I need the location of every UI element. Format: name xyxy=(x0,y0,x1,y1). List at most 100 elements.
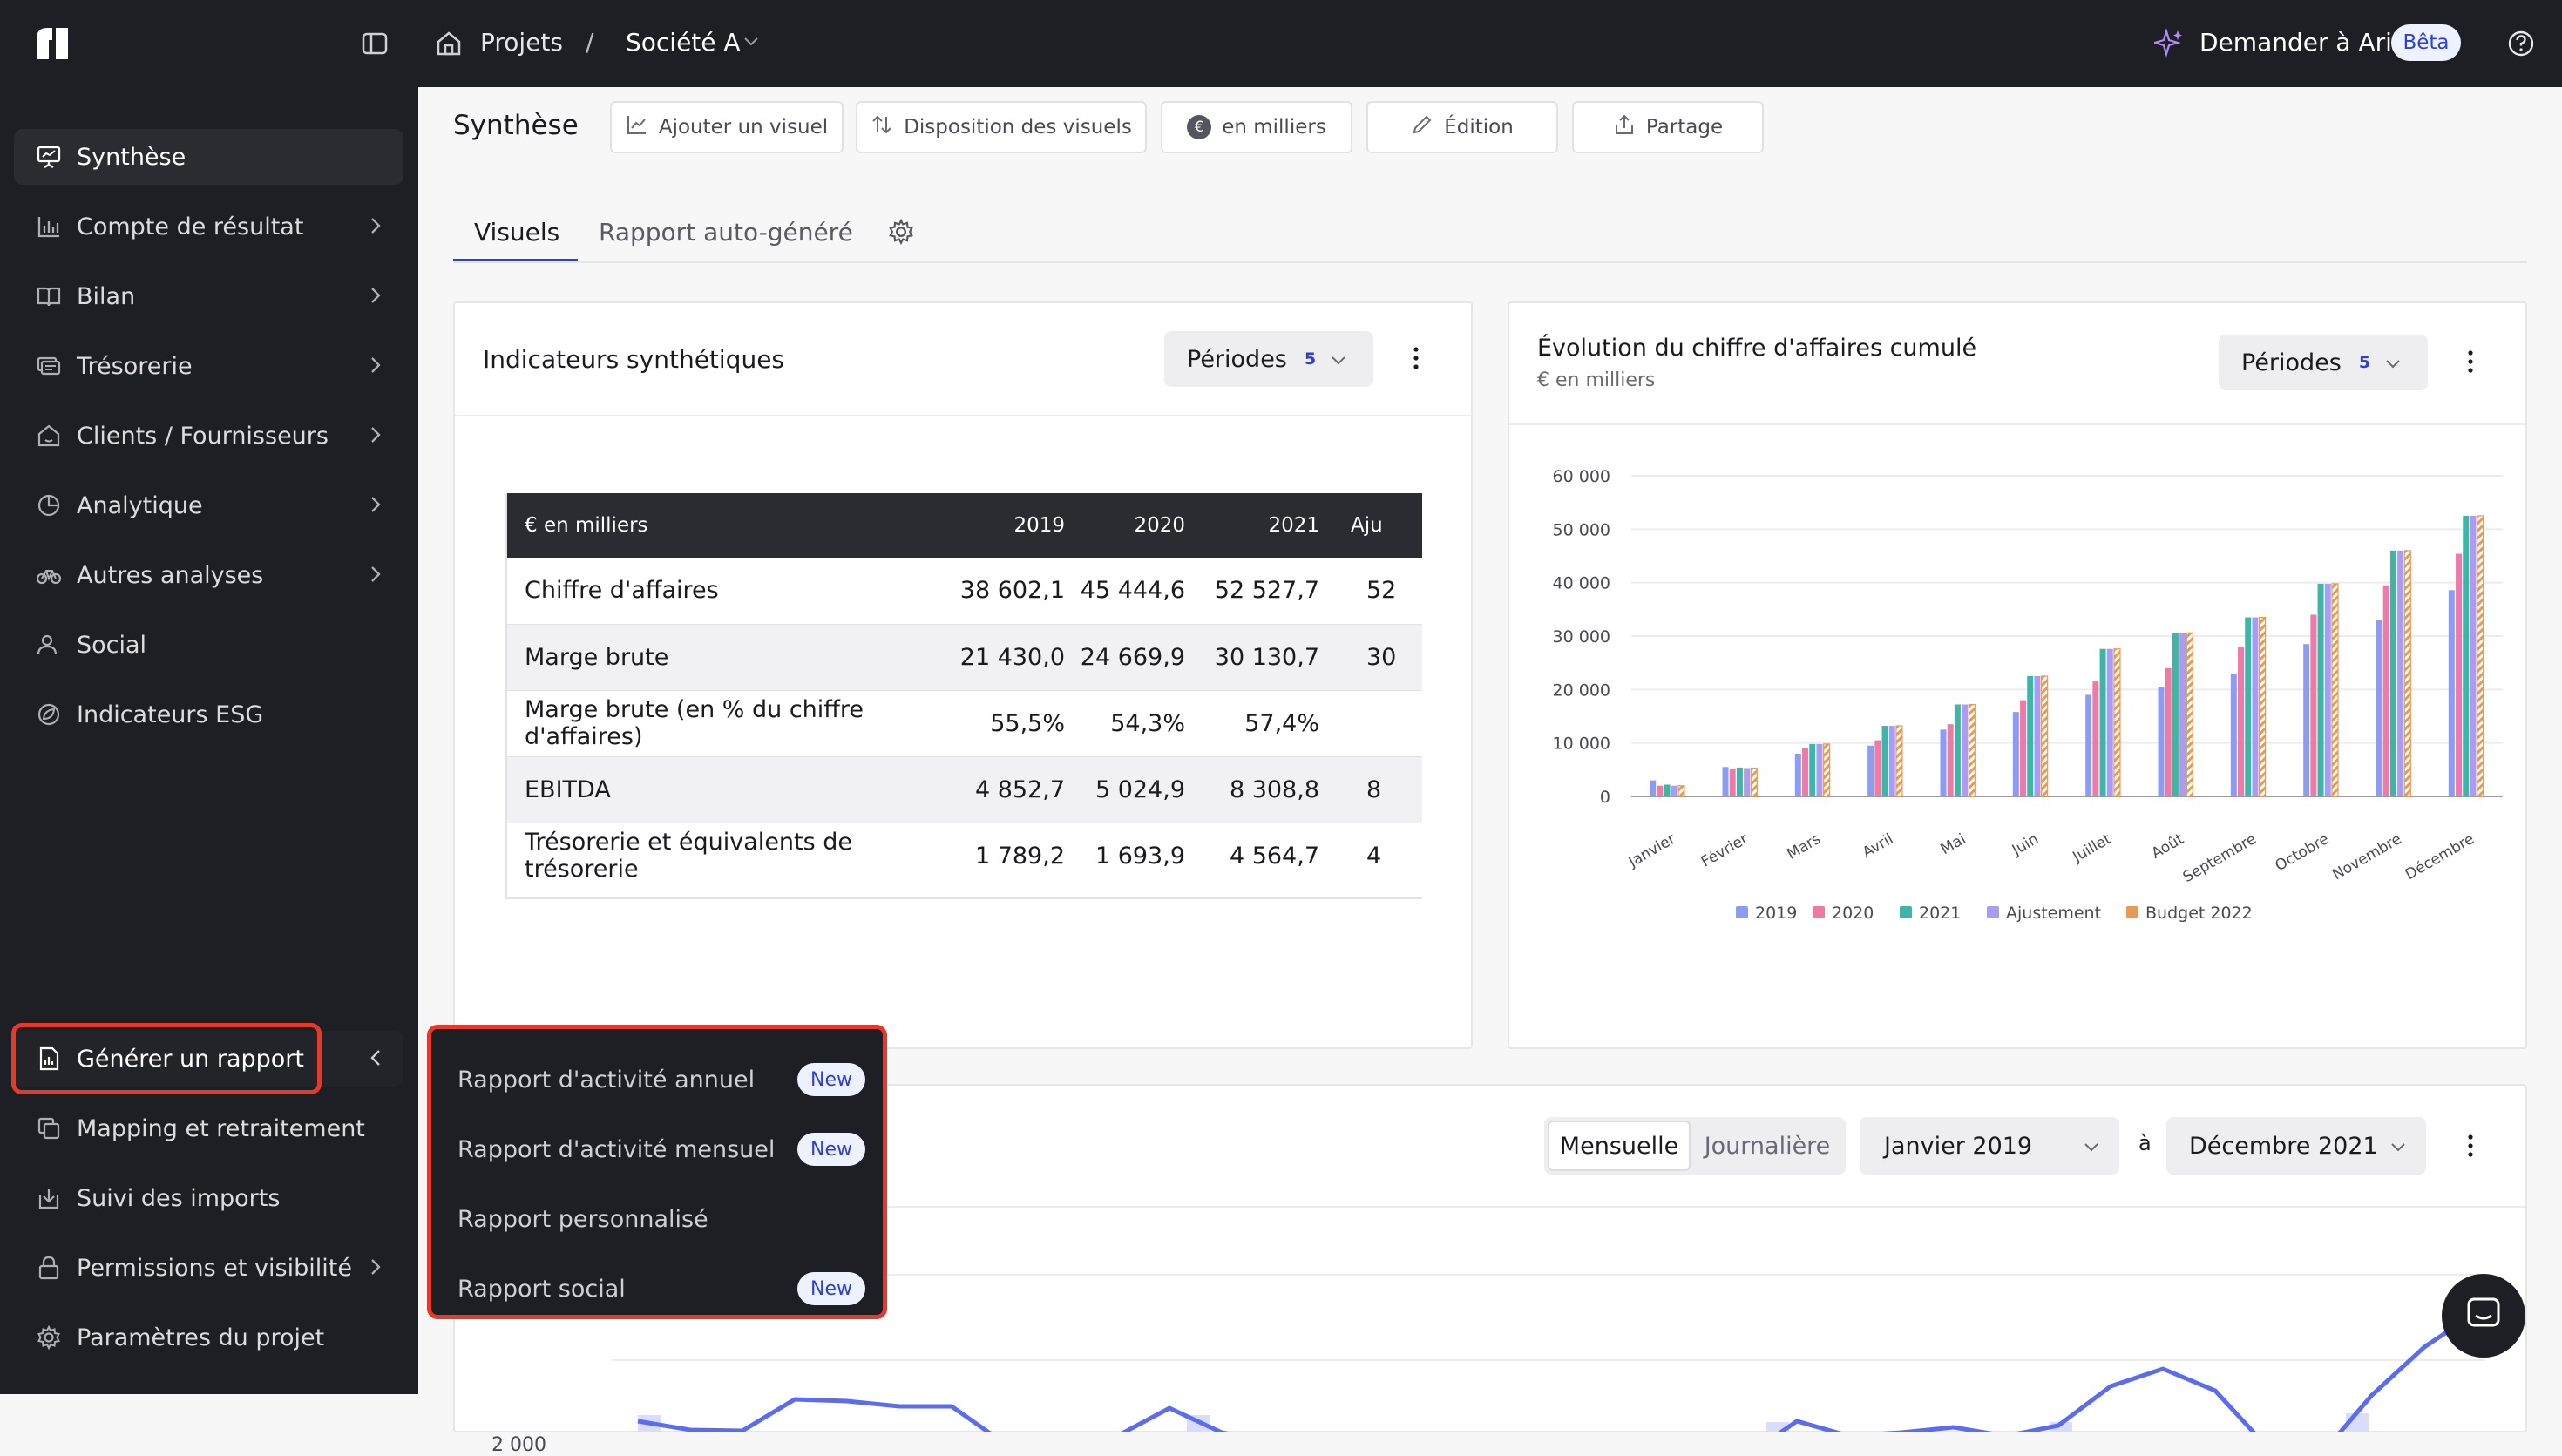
page-title: Synthèse xyxy=(453,110,579,141)
sidebar-item-parametres[interactable]: Paramètres du projet xyxy=(14,1310,403,1365)
home-icon[interactable] xyxy=(434,29,464,58)
from-date-select[interactable]: Janvier 2019 xyxy=(1860,1117,2119,1175)
menu-item-rapport-social[interactable]: Rapport social New xyxy=(458,1263,865,1315)
edit-label: Édition xyxy=(1444,116,1514,139)
x-tick-label: Novembre xyxy=(2329,830,2404,884)
sidebar-item-label: Suivi des imports xyxy=(77,1184,281,1212)
sidebar-item-label: Bilan xyxy=(77,282,136,310)
bar xyxy=(2389,550,2396,796)
bar xyxy=(1678,785,1685,797)
bar xyxy=(2041,675,2049,797)
menu-item-rapport-personnalise[interactable]: Rapport personnalisé xyxy=(458,1193,858,1245)
legend-swatch xyxy=(1813,906,1825,918)
bar xyxy=(2186,632,2193,797)
menu-item-label: Rapport personnalisé xyxy=(458,1205,708,1233)
bar xyxy=(1809,743,1816,796)
bar xyxy=(2331,583,2339,797)
card-header-divider xyxy=(455,415,1471,416)
x-tick-label: Septembre xyxy=(2180,830,2260,886)
sidebar-item-clients-fournisseurs[interactable]: Clients / Fournisseurs xyxy=(14,408,403,464)
sidebar-item-permissions[interactable]: Permissions et visibilité xyxy=(14,1240,403,1296)
sidebar-item-social[interactable]: Social xyxy=(14,617,403,673)
ask-ari-button[interactable]: Demander à Ari xyxy=(2199,28,2392,57)
card-header-divider xyxy=(1509,423,2525,425)
sidebar-item-bilan[interactable]: Bilan xyxy=(14,268,403,324)
sidebar-item-indicateurs-esg[interactable]: Indicateurs ESG xyxy=(14,687,403,742)
sidebar-item-tresorerie[interactable]: Trésorerie xyxy=(14,338,403,394)
legend-swatch xyxy=(2126,906,2138,918)
home-icon xyxy=(33,420,64,451)
legend-label: Ajustement xyxy=(2006,904,2101,923)
app-logo[interactable] xyxy=(33,24,71,63)
tab-visuels[interactable]: Visuels xyxy=(474,218,560,247)
sidebar-item-suivi-imports[interactable]: Suivi des imports xyxy=(14,1170,403,1226)
more-options-icon[interactable] xyxy=(2464,1131,2477,1164)
tab-rapport-auto[interactable]: Rapport auto-généré xyxy=(599,218,853,247)
line-series xyxy=(637,1310,2478,1432)
sidebar-item-label: Trésorerie xyxy=(77,352,193,380)
sidebar-item-mapping[interactable]: Mapping et retraitement xyxy=(14,1100,403,1156)
to-date-select[interactable]: Décembre 2021 xyxy=(2166,1117,2426,1175)
bar xyxy=(1671,785,1678,796)
gridline xyxy=(612,1274,2485,1276)
sidebar-item-autres-analyses[interactable]: Autres analyses xyxy=(14,547,403,603)
sidebar-item-analytique[interactable]: Analytique xyxy=(14,477,403,533)
breadcrumb-current[interactable]: Société A xyxy=(626,28,741,57)
card-title: Évolution du chiffre d'affaires cumulé xyxy=(1537,335,1977,362)
x-tick-label: Octobre xyxy=(2273,830,2333,875)
menu-item-label: Rapport social xyxy=(458,1275,626,1303)
bar xyxy=(1867,745,1874,796)
sidebar-item-generer-rapport[interactable]: Générer un rapport xyxy=(14,1031,403,1087)
sparkle-icon[interactable] xyxy=(2152,28,2184,61)
chevron-down-icon[interactable] xyxy=(742,35,760,51)
table-cell: 1 693,9 xyxy=(1095,842,1185,870)
sidebar-item-synthese[interactable]: Synthèse xyxy=(14,129,403,185)
bar xyxy=(2376,620,2382,796)
table-cell xyxy=(1340,690,1422,756)
x-tick-label: Mars xyxy=(1784,830,1824,863)
y-tick-label: 30 000 xyxy=(1553,627,1610,647)
periods-count: 5 xyxy=(1304,349,1317,369)
bar xyxy=(1722,767,1729,796)
bar xyxy=(2027,676,2034,796)
edit-button[interactable]: Édition xyxy=(1366,101,1558,153)
toggle-monthly[interactable]: Mensuelle xyxy=(1548,1121,1691,1171)
indicators-table: € en milliers 2019 2020 2021 Aju Chiffre… xyxy=(507,493,1422,889)
granularity-toggle: Mensuelle Journalière xyxy=(1544,1117,1846,1175)
layout-button[interactable]: Disposition des visuels xyxy=(856,101,1147,153)
bar xyxy=(2397,550,2404,796)
bar xyxy=(1940,729,1947,796)
chat-bubble-button[interactable] xyxy=(2442,1274,2525,1358)
breadcrumb-projets[interactable]: Projets xyxy=(480,28,563,57)
table-cell: Marge brute (en % du chiffre d'affaires) xyxy=(525,696,864,750)
menu-item-rapport-mensuel[interactable]: Rapport d'activité mensuel New xyxy=(458,1123,865,1175)
periods-select[interactable]: Périodes 5 xyxy=(1164,331,1373,387)
toggle-daily[interactable]: Journalière xyxy=(1704,1132,1831,1160)
menu-item-label: Rapport d'activité mensuel xyxy=(458,1135,776,1163)
indicators-table-wrap: € en milliers 2019 2020 2021 Aju Chiffre… xyxy=(505,493,1422,899)
table-cell: 38 602,1 xyxy=(959,577,1065,605)
sidebar-toggle-icon[interactable] xyxy=(361,30,389,58)
chevron-right-icon xyxy=(367,354,384,383)
chevron-right-icon xyxy=(367,214,384,243)
more-options-icon[interactable] xyxy=(1410,343,1422,376)
more-options-icon[interactable] xyxy=(2464,347,2477,380)
table-header: 2021 xyxy=(1268,514,1319,537)
sidebar: Synthèse Compte de résultat Bilan Trésor… xyxy=(0,87,418,1394)
chevron-right-icon xyxy=(367,1256,384,1284)
menu-item-rapport-annuel[interactable]: Rapport d'activité annuel New xyxy=(458,1053,865,1106)
units-button[interactable]: € en milliers xyxy=(1161,101,1352,153)
bar xyxy=(2310,614,2317,796)
add-visual-button[interactable]: Ajouter un visuel xyxy=(610,101,844,153)
tab-settings-gear-icon[interactable] xyxy=(887,218,915,249)
presentation-icon xyxy=(33,141,64,173)
bar xyxy=(1823,743,1831,797)
periods-select[interactable]: Périodes 5 xyxy=(2219,335,2428,390)
share-button[interactable]: Partage xyxy=(1572,101,1764,153)
help-icon[interactable] xyxy=(2506,29,2536,62)
bar-chart-icon xyxy=(33,211,64,242)
x-tick-label: Décembre xyxy=(2403,830,2477,884)
bar xyxy=(2179,633,2186,796)
sidebar-item-compte-de-resultat[interactable]: Compte de résultat xyxy=(14,199,403,254)
bar xyxy=(2252,617,2259,796)
